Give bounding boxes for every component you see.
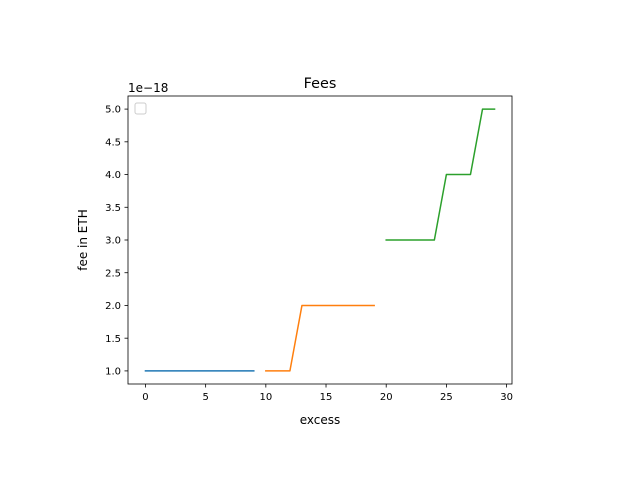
x-tick-label: 10: [259, 392, 272, 403]
chart-title: Fees: [304, 76, 337, 92]
series-line-2: [265, 304, 375, 372]
series-line-3: [385, 108, 496, 241]
y-tick-label: 1.5: [105, 334, 121, 345]
y-tick-label: 2.0: [105, 301, 121, 312]
y-tick-label: 4.0: [105, 170, 121, 181]
x-tick-label: 15: [320, 392, 333, 403]
x-axis-label: excess: [300, 413, 341, 427]
legend: [134, 102, 147, 115]
y-tick-label: 1.0: [105, 367, 121, 378]
x-tick-label: 5: [202, 392, 208, 403]
y-axis-offset-label: 1e−18: [128, 81, 168, 95]
y-tick-label: 2.5: [105, 268, 121, 279]
y-tick-label: 3.5: [105, 203, 121, 214]
x-tick-label: 25: [440, 392, 453, 403]
plot-area-background: [128, 96, 512, 384]
y-tick-label: 5.0: [105, 105, 121, 116]
x-tick-label: 20: [380, 392, 393, 403]
series-layer: [144, 108, 496, 372]
y-axis-label: fee in ETH: [76, 209, 90, 271]
y-tick-label: 4.5: [105, 137, 121, 148]
y-tick-label: 3.0: [105, 236, 121, 247]
axes-layer: 0 5 10 15 20 25 30 1.0 1.5 2.0 2.5 3.0 3.5 4.0 4.5 5.0: [105, 105, 513, 403]
x-tick-label: 0: [142, 392, 148, 403]
plot-area-frame: [127, 95, 513, 385]
x-tick-label: 30: [500, 392, 513, 403]
legend-box: [134, 102, 147, 115]
